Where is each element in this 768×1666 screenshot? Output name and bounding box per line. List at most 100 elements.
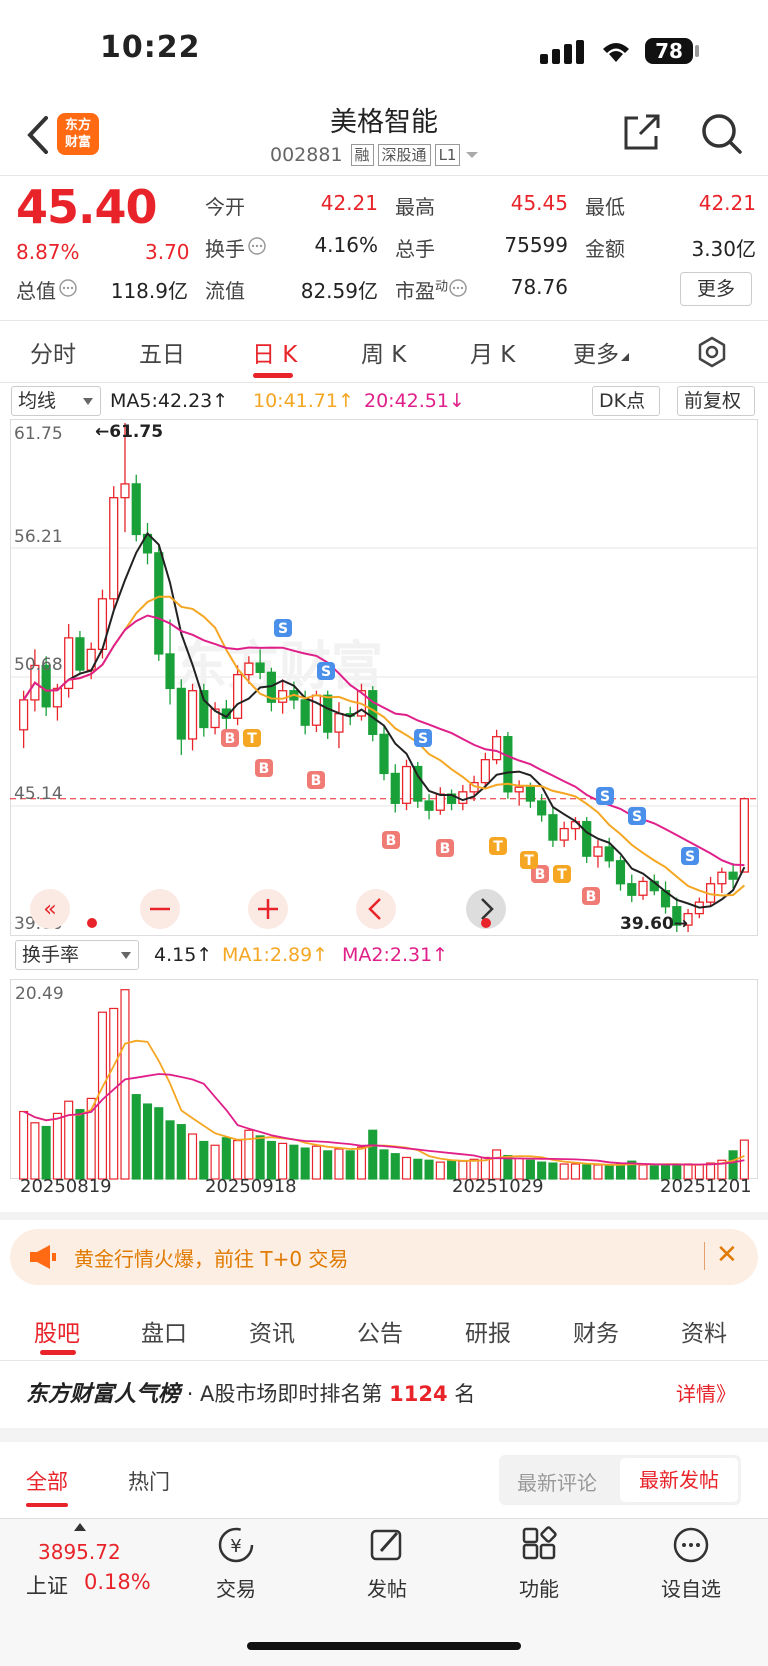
candle-down: [525, 786, 535, 802]
chart-settings-button[interactable]: [696, 336, 728, 368]
candle-up: [638, 880, 648, 896]
turnover-bar: [537, 1161, 547, 1180]
volume-indicator-select[interactable]: 换手率: [15, 940, 139, 970]
turnover-chart[interactable]: 20.49: [10, 969, 758, 1189]
tab-five-day[interactable]: 五日: [139, 342, 185, 368]
svg-text:S: S: [278, 621, 288, 637]
market-cap-label: 总值: [16, 275, 80, 304]
feed-tab-all[interactable]: 全部: [26, 1470, 68, 1494]
tab-daily-k[interactable]: 日 K: [252, 342, 298, 368]
section-gap: [0, 1212, 768, 1220]
search-button[interactable]: [700, 112, 744, 156]
turnover-bar: [390, 1153, 400, 1180]
stock-code-row[interactable]: 002881 融 深股通 L1: [270, 144, 480, 166]
date-label: 20251029: [452, 1176, 544, 1197]
banner-separator: [704, 1242, 705, 1270]
turnover-rate-value: 4.15↑: [154, 944, 213, 966]
more-quote-button[interactable]: 更多: [680, 272, 752, 306]
turnover-ma1: MA1:2.89↑: [222, 944, 329, 966]
tab-research[interactable]: 研报: [465, 1321, 511, 1347]
candle-down: [75, 637, 85, 671]
candle-down: [390, 772, 400, 804]
banner-text[interactable]: 黄金行情火爆，前往 T+0 交易: [74, 1247, 349, 1271]
zoom-in-button[interactable]: [248, 889, 288, 929]
price-label-2: 56.21: [14, 527, 63, 547]
float-cap-label: 流值: [205, 279, 245, 303]
tab-news[interactable]: 资讯: [249, 1321, 295, 1347]
sort-latest-post[interactable]: 最新发帖: [620, 1458, 738, 1502]
index-change[interactable]: 0.18%: [84, 1570, 151, 1594]
turnover-bar: [75, 1109, 85, 1180]
zoom-out-button[interactable]: [140, 889, 180, 929]
sell-signal-marker: S: [596, 787, 614, 805]
scroll-left-button[interactable]: [356, 889, 396, 929]
adjust-mode-button[interactable]: 前复权: [677, 386, 755, 416]
wifi-icon: [603, 43, 629, 62]
tab-orderbook[interactable]: 盘口: [141, 1321, 187, 1347]
buy-signal-marker: B: [382, 831, 400, 849]
signal-icon: [540, 40, 584, 64]
turnover-bar: [97, 1011, 108, 1180]
svg-text:B: B: [259, 761, 270, 777]
feed-tab-hot[interactable]: 热门: [128, 1470, 170, 1494]
buy-signal-marker: B: [531, 865, 549, 883]
tab-intraday[interactable]: 分时: [30, 342, 76, 368]
turnover-bar: [311, 1145, 321, 1180]
popularity-ranking[interactable]: 东方财富人气榜 · A股市场即时排名第 1124 名: [26, 1376, 475, 1408]
nav-functions[interactable]: 功能: [489, 1525, 589, 1602]
kline-chart[interactable]: 东方财富 61.75 56.21 50.68 45.14 39.60 ←61.7…: [10, 419, 758, 936]
turnover-bar: [424, 1159, 434, 1180]
gear-icon: [698, 336, 726, 368]
turnover-bar: [570, 1163, 580, 1180]
turnover-bar: [447, 1160, 457, 1180]
dk-point-button[interactable]: DK点: [592, 386, 660, 434]
change-amount: 3.70: [145, 240, 190, 264]
tab-monthly-k[interactable]: 月 K: [470, 342, 516, 368]
ranking-detail-link[interactable]: 详情》: [676, 1382, 736, 1406]
candle-down: [582, 821, 592, 857]
ma20-line: [22, 614, 745, 867]
open-label: 今开: [205, 195, 245, 219]
volume-value: 75599: [504, 233, 568, 257]
search-icon: [702, 114, 742, 154]
svg-text:S: S: [632, 809, 642, 825]
promo-banner[interactable]: [10, 1229, 758, 1285]
turnover-bar: [492, 1149, 502, 1180]
nav-trade[interactable]: ¥ 交易: [186, 1525, 286, 1602]
tab-profile[interactable]: 资料: [681, 1321, 727, 1347]
buy-signal-marker: B: [307, 771, 325, 789]
amount-label: 金额: [585, 237, 625, 261]
svg-text:T: T: [557, 867, 567, 883]
nav-add-watchlist[interactable]: 设自选: [641, 1525, 741, 1602]
ma20-value: 20:42.51↓: [364, 390, 465, 412]
high-label: 最高: [395, 195, 435, 219]
index-name[interactable]: 上证: [26, 1574, 68, 1598]
scroll-right-button[interactable]: [466, 889, 506, 929]
tab-announcements[interactable]: 公告: [357, 1321, 403, 1347]
back-button[interactable]: [20, 110, 56, 160]
section-gap: [0, 1428, 768, 1442]
tab-financials[interactable]: 财务: [573, 1321, 619, 1347]
index-value[interactable]: 3895.72: [38, 1540, 121, 1564]
tab-more[interactable]: 更多: [573, 335, 631, 369]
logo-line-1: 东方: [64, 118, 91, 133]
tab-weekly-k[interactable]: 周 K: [361, 342, 407, 368]
ma-indicator-select[interactable]: 均线: [11, 386, 101, 416]
caret-down-icon: [83, 398, 93, 405]
high-marker: ←61.75: [95, 422, 163, 442]
tab-forum[interactable]: 股吧: [34, 1321, 80, 1347]
candle-up: [559, 827, 569, 841]
share-button[interactable]: [622, 112, 662, 152]
candle-up: [435, 793, 445, 811]
turnover-bar: [379, 1149, 389, 1180]
candle-up: [187, 690, 198, 740]
sort-latest-comment[interactable]: 最新评论: [517, 1471, 597, 1495]
nav-post[interactable]: 发帖: [337, 1525, 437, 1602]
turnover-bar: [188, 1133, 198, 1180]
candle-up: [401, 765, 412, 804]
turnover-bar: [323, 1150, 333, 1180]
banner-close-button[interactable]: ✕: [716, 1240, 738, 1270]
pe-value: 78.76: [510, 275, 568, 299]
svg-text:S: S: [600, 789, 610, 805]
turnover-bar: [52, 1112, 62, 1180]
